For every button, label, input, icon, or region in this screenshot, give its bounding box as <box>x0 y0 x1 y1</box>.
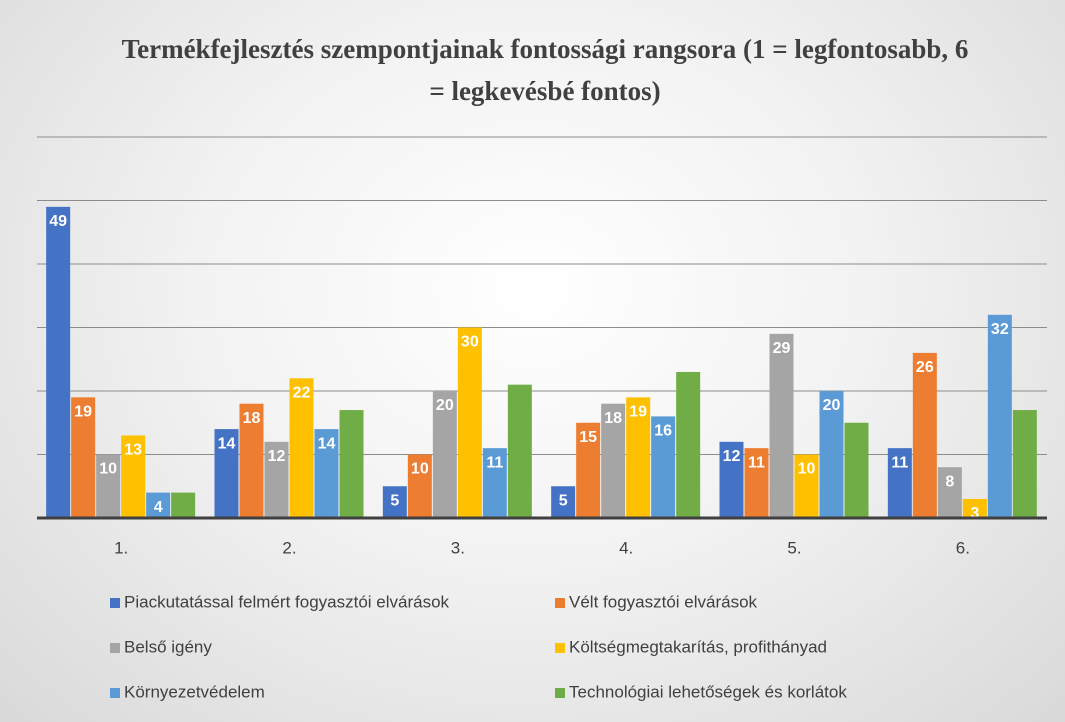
legend-swatch <box>555 688 565 698</box>
legend-swatch <box>555 598 565 608</box>
bar <box>71 397 96 518</box>
data-label: 11 <box>891 454 908 471</box>
bar <box>314 429 339 518</box>
legend-label: Vélt fogyasztói elvárások <box>569 592 758 611</box>
data-label: 29 <box>773 340 791 357</box>
data-label: 10 <box>798 461 816 478</box>
bar <box>987 314 1012 518</box>
bar <box>962 498 987 518</box>
bar <box>819 391 844 518</box>
legend-label: Technológiai lehetőségek és korlátok <box>569 682 847 701</box>
bar <box>507 384 532 518</box>
x-tick-label: 4. <box>619 538 633 557</box>
bar <box>264 441 289 518</box>
bar <box>121 435 146 518</box>
data-label: 8 <box>945 473 954 490</box>
bar <box>239 403 264 518</box>
x-tick-label: 5. <box>787 538 801 557</box>
data-label: 22 <box>293 385 311 402</box>
bar <box>146 492 171 518</box>
data-label: 18 <box>243 410 261 427</box>
x-tick-label: 6. <box>956 538 970 557</box>
data-label: 30 <box>461 334 479 351</box>
legend-label: Költségmegtakarítás, profithányad <box>569 637 827 656</box>
data-label: 4 <box>154 499 163 516</box>
data-label: 19 <box>629 404 647 421</box>
bar <box>551 486 576 518</box>
legend-swatch <box>110 643 120 653</box>
bar <box>626 397 651 518</box>
bar <box>651 416 676 518</box>
data-label: 32 <box>991 321 1009 338</box>
legend-label: Környezetvédelem <box>124 682 265 701</box>
data-label: 10 <box>411 461 429 478</box>
legend-label: Piackutatással felmért fogyasztói elvárá… <box>124 592 450 611</box>
data-label: 3 <box>970 505 979 522</box>
bar <box>769 333 794 518</box>
data-label: 49 <box>49 213 67 230</box>
data-label: 12 <box>723 448 741 465</box>
bar <box>457 327 482 518</box>
bar <box>1012 410 1037 518</box>
data-label: 15 <box>579 429 597 446</box>
bar <box>601 403 626 518</box>
data-label: 5 <box>390 492 399 509</box>
data-label: 12 <box>268 448 286 465</box>
x-tick-label: 2. <box>282 538 296 557</box>
data-label: 11 <box>486 454 503 471</box>
bar <box>482 448 507 518</box>
bar <box>432 391 457 518</box>
data-label: 20 <box>436 397 454 414</box>
bar <box>576 422 601 518</box>
bar <box>289 378 314 518</box>
data-label: 10 <box>99 461 117 478</box>
bar <box>744 448 769 518</box>
data-label: 13 <box>124 442 142 459</box>
bar <box>719 441 744 518</box>
legend-swatch <box>555 643 565 653</box>
data-label: 18 <box>604 410 622 427</box>
bar <box>887 448 912 518</box>
bar <box>844 422 869 518</box>
data-label: 14 <box>218 435 236 452</box>
data-label: 11 <box>748 454 765 471</box>
legend-label: Belső igény <box>124 637 212 656</box>
data-label: 16 <box>654 423 672 440</box>
data-label: 20 <box>823 397 841 414</box>
bar <box>407 454 432 518</box>
chart-title: Termékfejlesztés szempontjainak fontossá… <box>121 34 969 106</box>
bar <box>96 454 121 518</box>
legend-swatch <box>110 598 120 608</box>
x-tick-label: 3. <box>451 538 465 557</box>
bar <box>214 429 239 518</box>
data-label: 26 <box>916 359 934 376</box>
bar <box>937 467 962 518</box>
bar <box>912 352 937 518</box>
legend-swatch <box>110 688 120 698</box>
bar <box>382 486 407 518</box>
x-tick-label: 1. <box>114 538 128 557</box>
data-label: 5 <box>559 492 568 509</box>
bar <box>46 206 71 518</box>
bar <box>339 410 364 518</box>
bar <box>171 492 196 518</box>
data-label: 14 <box>318 435 336 452</box>
bar <box>676 371 701 518</box>
bar <box>794 454 819 518</box>
data-label: 19 <box>74 404 92 421</box>
